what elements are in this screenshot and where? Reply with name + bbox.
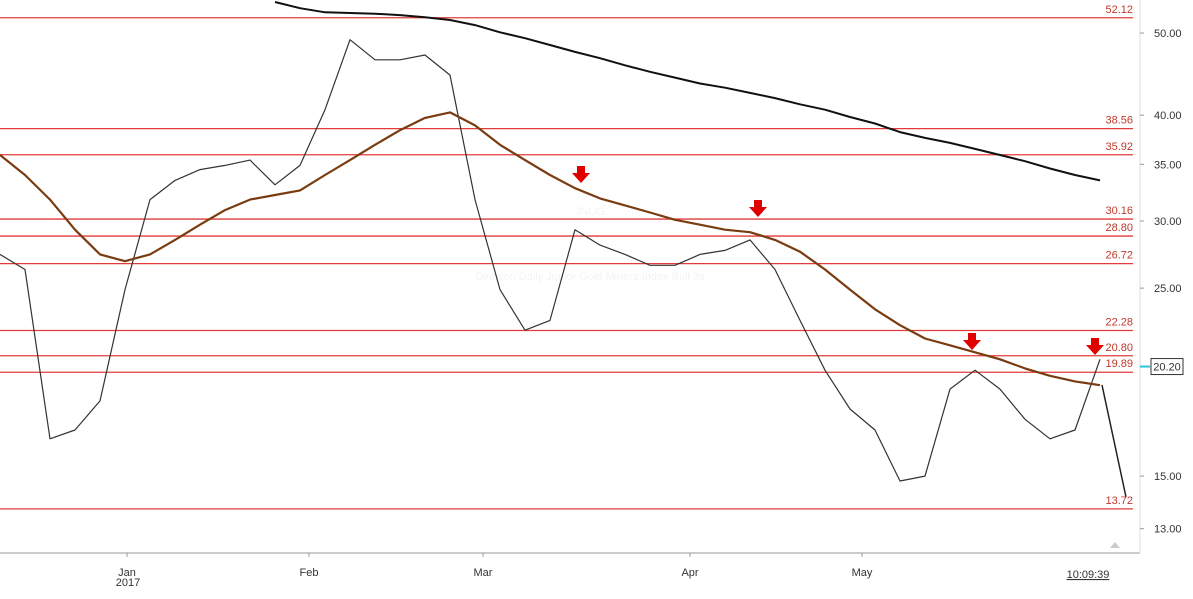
x-tick-label: May (852, 567, 873, 579)
series-line (0, 111, 1101, 387)
x-tick-label: Mar (474, 567, 493, 579)
level-label: 30.16 (1105, 205, 1133, 217)
level-label: 38.56 (1105, 115, 1133, 127)
arrow (749, 200, 767, 217)
y-tick-label: 25.00 (1154, 283, 1182, 295)
series-line (274, 1, 1101, 182)
y-tick-label: 30.00 (1154, 216, 1182, 228)
level-label: 22.28 (1105, 316, 1133, 328)
projection-line (1101, 384, 1127, 498)
y-tick-label: 35.00 (1154, 159, 1182, 171)
level-label: 52.12 (1105, 4, 1133, 16)
last-price-label: 20.20 (1153, 362, 1181, 374)
x-tick-label: Jan (118, 567, 136, 579)
series-line (0, 39, 1101, 482)
y-tick-label: 40.00 (1154, 110, 1182, 122)
x-tick-label: Apr (681, 567, 698, 579)
last-price-box (1150, 358, 1184, 376)
scroll-marker (1110, 542, 1120, 548)
x-tick-label: Feb (300, 567, 319, 579)
y-tick-label: 15.00 (1154, 471, 1182, 483)
time-label: 10:09:39 (1067, 569, 1110, 581)
level-label: 26.72 (1105, 250, 1133, 262)
level-label: 19.89 (1105, 358, 1133, 370)
y-tick-label: 50.00 (1154, 28, 1182, 40)
watermark-symbol: JNUG (575, 206, 605, 218)
level-label: 13.72 (1105, 495, 1133, 507)
level-label: 20.80 (1105, 342, 1133, 354)
year-label: 2017 (116, 577, 140, 589)
y-tick-label: 13.00 (1154, 524, 1182, 536)
arrow (963, 333, 981, 350)
arrow (1086, 338, 1104, 355)
watermark-name: Direxion Daily Junior Gold Miners Index … (475, 271, 705, 283)
level-label: 28.80 (1105, 222, 1133, 234)
arrows (572, 166, 1104, 355)
arrow (572, 166, 590, 183)
level-label: 35.92 (1105, 141, 1133, 153)
